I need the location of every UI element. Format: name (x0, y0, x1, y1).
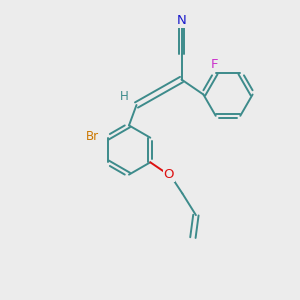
Text: Br: Br (86, 130, 99, 143)
Text: N: N (177, 14, 186, 27)
Text: F: F (211, 58, 218, 71)
Text: O: O (164, 168, 174, 182)
Text: H: H (119, 90, 128, 103)
